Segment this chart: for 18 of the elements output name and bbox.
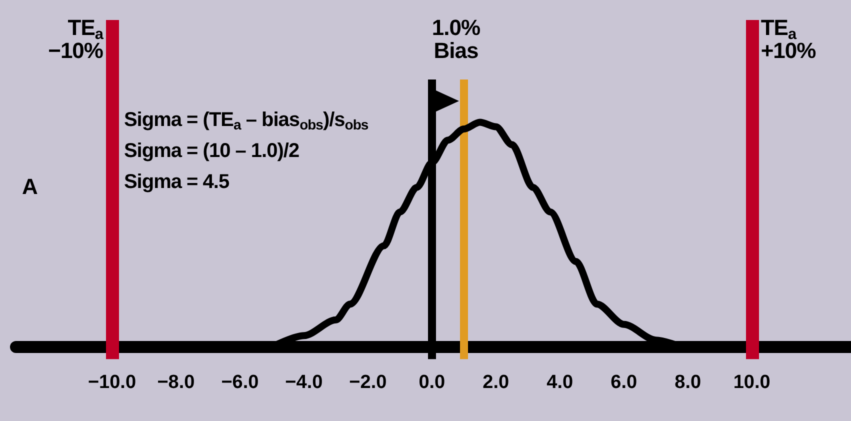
x-tick-label: 10.0	[733, 372, 770, 394]
x-tick-label: 8.0	[674, 372, 702, 394]
x-tick-label: −4.0	[285, 372, 323, 394]
x-tick-label: −2.0	[349, 372, 387, 394]
x-tick-label: 0.0	[418, 372, 446, 394]
ref-line-label: 1.0% Bias	[432, 15, 480, 64]
x-tick-label: 4.0	[546, 372, 574, 394]
x-tick-label: 6.0	[610, 372, 638, 394]
x-tick-label: −10.0	[88, 372, 136, 394]
ref-line-label: TE$_{a}$ −10%	[48, 15, 103, 64]
annotation: A	[22, 174, 38, 199]
ref-line-label: TE$_{a}$ +10%	[760, 15, 816, 64]
x-tick-label: −6.0	[221, 372, 259, 394]
x-tick-label: −8.0	[157, 372, 195, 394]
annotation: Sigma = 4.5	[124, 171, 230, 193]
annotation: Sigma = (TE$_{a}$ – bias$_{obs}$)/s$_{obs}$	[124, 109, 368, 132]
x-tick-label: 2.0	[482, 372, 510, 394]
annotation: Sigma = (10 – 1.0)/2	[124, 140, 300, 162]
